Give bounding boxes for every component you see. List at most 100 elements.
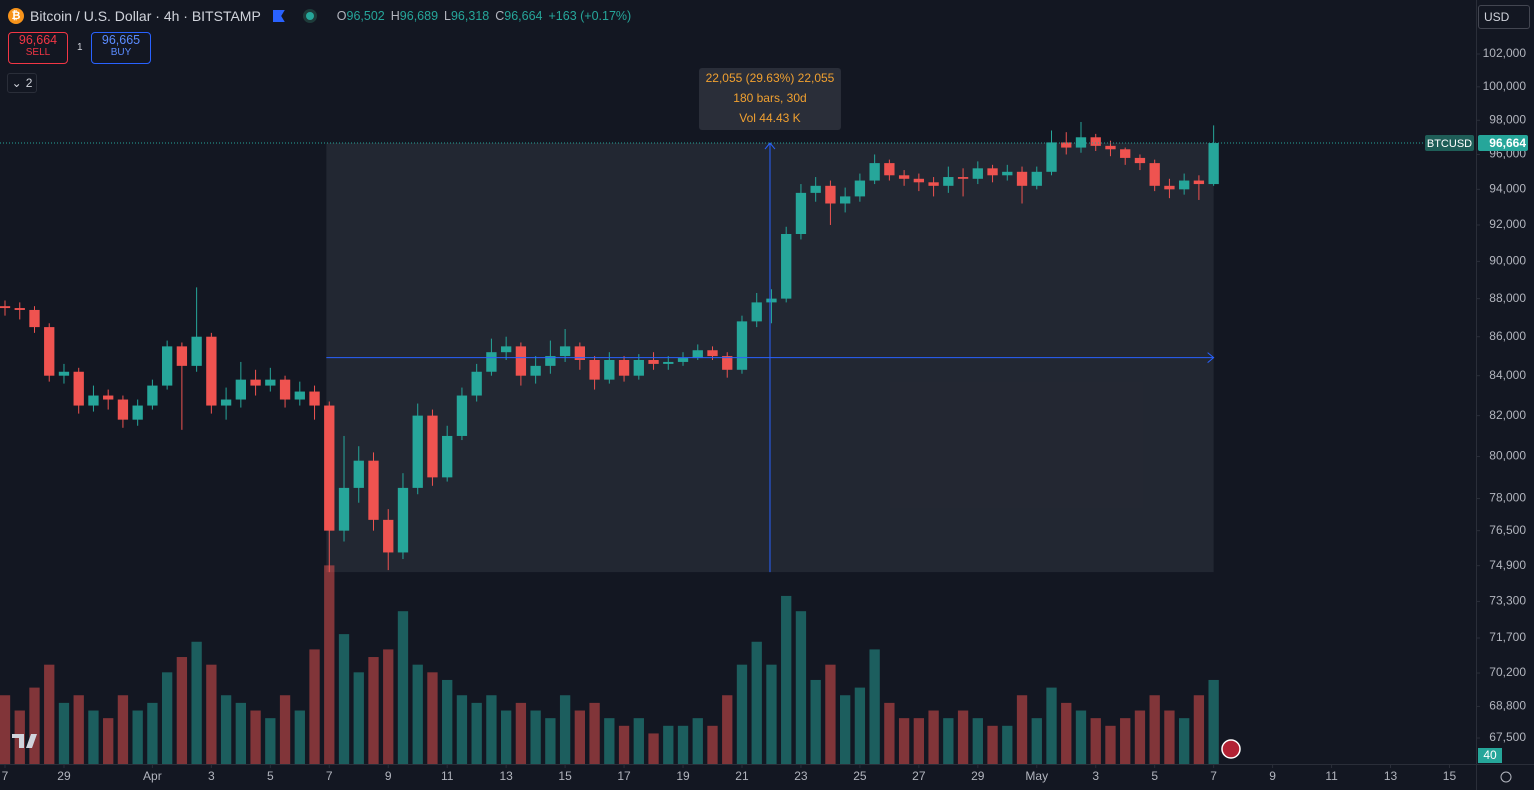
candle-body bbox=[825, 185, 836, 204]
candle-body bbox=[191, 336, 202, 366]
volume-bar bbox=[589, 702, 600, 764]
x-tick-label: 17 bbox=[617, 769, 631, 783]
volume-bar bbox=[383, 649, 394, 764]
measure-arrowhead bbox=[764, 142, 776, 150]
x-tick-label: 13 bbox=[1384, 769, 1398, 783]
y-tick-label: 68,800 bbox=[1489, 699, 1526, 713]
candle-body bbox=[736, 321, 748, 370]
candle-body bbox=[309, 391, 320, 406]
y-tick-label: 76,500 bbox=[1489, 523, 1526, 537]
indicators-toggle[interactable]: ⌄ 2 bbox=[7, 73, 37, 93]
x-tick-label: 11 bbox=[441, 769, 454, 783]
candle-body bbox=[324, 405, 335, 531]
candle-body bbox=[928, 182, 939, 186]
buy-button[interactable]: 96,665 BUY bbox=[91, 32, 151, 64]
logo-mark bbox=[12, 734, 37, 748]
y-tick-label: 94,000 bbox=[1489, 182, 1526, 196]
volume-bar bbox=[1193, 695, 1205, 764]
volume-bar bbox=[795, 611, 807, 764]
volume-bar bbox=[1016, 695, 1028, 764]
candle-body bbox=[220, 399, 232, 406]
buy-label: BUY bbox=[110, 47, 132, 58]
volume-bar bbox=[397, 611, 409, 764]
x-tick-label: 13 bbox=[499, 769, 513, 783]
ohlc-open: O96,502 bbox=[337, 9, 385, 23]
x-tick-label: 27 bbox=[912, 769, 926, 783]
candle-body bbox=[29, 309, 40, 328]
chevron: ⌄ bbox=[11, 76, 22, 90]
volume-bar bbox=[530, 710, 541, 764]
volume-badge bbox=[1478, 748, 1502, 763]
volume-bar bbox=[559, 695, 571, 764]
candle-body bbox=[73, 371, 84, 406]
volume-bar bbox=[545, 718, 556, 764]
sell-button[interactable]: 96,664 SELL bbox=[8, 32, 68, 64]
y-tick-label: 86,000 bbox=[1489, 329, 1526, 343]
candle-body bbox=[545, 356, 556, 366]
candle-body bbox=[1120, 149, 1131, 158]
ohlc-close: C96,664 bbox=[495, 9, 542, 23]
candle-body bbox=[427, 415, 438, 478]
candle-body bbox=[368, 460, 379, 520]
candle-body bbox=[795, 192, 807, 234]
candle-body bbox=[235, 379, 246, 400]
measure-arrowhead bbox=[1207, 352, 1215, 363]
candle-body bbox=[1075, 137, 1087, 148]
market-status[interactable] bbox=[302, 9, 317, 23]
symbol-badge bbox=[1425, 135, 1474, 152]
ohlc-value: 96,689 bbox=[399, 9, 439, 23]
candle-body bbox=[14, 308, 25, 310]
volume-bar bbox=[161, 672, 173, 764]
candle-body bbox=[663, 361, 674, 364]
volume-bar bbox=[972, 718, 983, 764]
volume-bar bbox=[500, 710, 512, 764]
volume-bar bbox=[353, 672, 364, 764]
volume-bar bbox=[604, 718, 615, 764]
last-price-badge bbox=[1478, 135, 1528, 152]
ohlc-high: H96,689 bbox=[391, 9, 438, 23]
candle-body bbox=[117, 399, 129, 420]
volume-bar bbox=[884, 702, 895, 764]
volume-bar bbox=[191, 641, 202, 764]
candle-body bbox=[353, 460, 364, 488]
x-tick-label: Apr bbox=[143, 769, 162, 783]
x-tick-label: 25 bbox=[853, 769, 867, 783]
volume-bar bbox=[1120, 718, 1131, 764]
volume-bar bbox=[44, 664, 55, 764]
y-tick-label: 100,000 bbox=[1483, 79, 1527, 93]
candle-body bbox=[58, 371, 70, 376]
volume-bar bbox=[869, 649, 880, 764]
symbol-title[interactable]: Bitcoin / U.S. Dollar · 4h · BITSTAMP bbox=[30, 8, 261, 24]
volume-bar bbox=[103, 718, 114, 764]
volume-bar bbox=[73, 695, 84, 764]
x-tick-label: 11 bbox=[1325, 769, 1338, 783]
candle-body bbox=[692, 350, 703, 359]
candle-body bbox=[530, 365, 541, 376]
candle-body bbox=[338, 487, 350, 531]
volume-bar bbox=[766, 664, 777, 764]
x-tick-label: 3 bbox=[1092, 769, 1099, 783]
volume-bar bbox=[176, 657, 188, 764]
y-tick-label: 78,000 bbox=[1489, 491, 1526, 505]
volume-bar bbox=[206, 664, 217, 764]
flag-icon[interactable] bbox=[272, 10, 285, 22]
volume-bar bbox=[1046, 687, 1057, 764]
candle-body bbox=[707, 350, 718, 357]
ohlc-value: 96,664 bbox=[504, 9, 543, 23]
currency-select[interactable]: USD bbox=[1478, 5, 1530, 29]
candle-body bbox=[456, 395, 468, 436]
candle-body bbox=[972, 168, 983, 179]
volume-bar bbox=[1149, 695, 1160, 764]
volume-bar bbox=[839, 695, 851, 764]
volume-bar bbox=[265, 718, 276, 764]
volume-bar bbox=[279, 695, 291, 764]
candle-body bbox=[1164, 185, 1175, 190]
sell-price: 96,664 bbox=[18, 33, 58, 47]
x-tick-label: 7 bbox=[326, 769, 333, 783]
volume-bar bbox=[338, 634, 350, 764]
x-tick-label: 5 bbox=[267, 769, 274, 783]
y-tick-label: 90,000 bbox=[1489, 254, 1526, 268]
measure-label: 22,055 (29.63%) 22,055 bbox=[706, 71, 835, 85]
volume-bar bbox=[1075, 710, 1087, 764]
candle-body bbox=[294, 391, 305, 400]
